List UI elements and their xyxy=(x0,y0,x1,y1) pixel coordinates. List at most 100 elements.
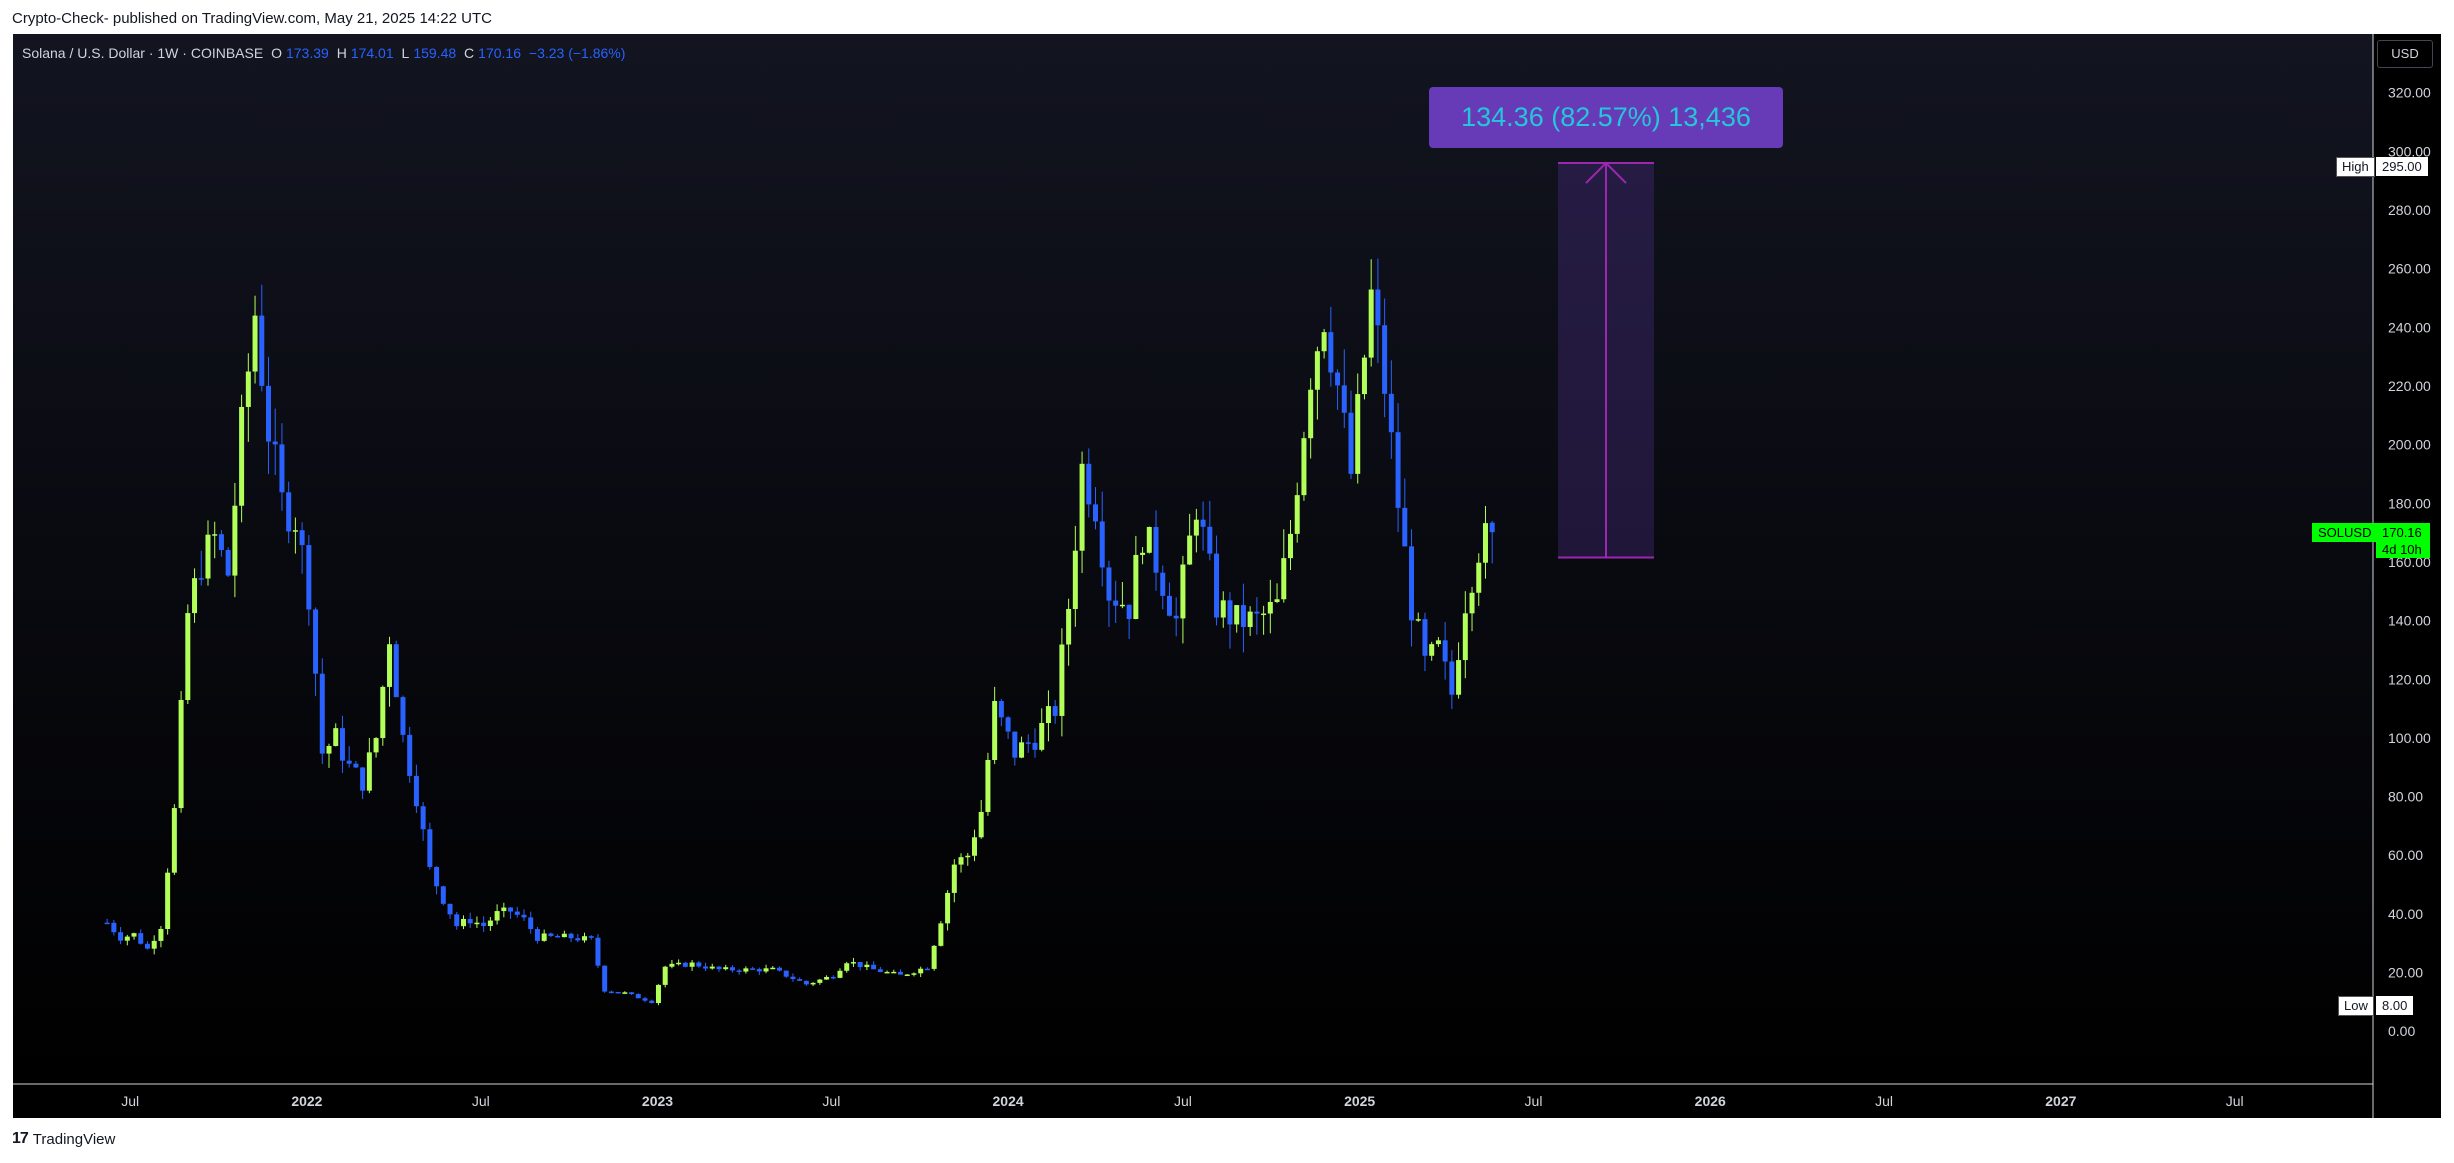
candle-body xyxy=(837,970,843,978)
candle-body xyxy=(978,811,984,838)
candle-body xyxy=(992,700,998,760)
candle-body xyxy=(306,545,312,610)
price-tick-label: 60.00 xyxy=(2388,847,2423,863)
bar-countdown-tag: 4d 10h xyxy=(2376,541,2430,558)
candle-body xyxy=(474,922,480,925)
candle-body xyxy=(111,922,117,933)
candle-body xyxy=(1409,546,1415,621)
candle-body xyxy=(1261,613,1267,616)
close-label: C xyxy=(464,45,475,61)
chart-background xyxy=(13,34,2373,1084)
candle-body xyxy=(1476,562,1482,593)
change-value: −3.23 (−1.86%) xyxy=(528,45,626,61)
candle-body xyxy=(1207,526,1213,554)
chart-area[interactable]: 0.00 20.00 40.00 60.00 80.00 100.00 120.00 140.… xyxy=(13,34,2441,1118)
candle-body xyxy=(1341,385,1347,413)
candle-body xyxy=(259,315,265,386)
time-tick-label: Jul xyxy=(2226,1093,2244,1109)
candle-body xyxy=(252,315,258,372)
candle-body xyxy=(555,935,561,938)
candle-body xyxy=(1281,558,1287,600)
price-tick-label: 220.00 xyxy=(2388,378,2431,394)
candle-body xyxy=(165,872,171,929)
candle-body xyxy=(709,966,715,969)
chart-canvas[interactable]: 0.00 20.00 40.00 60.00 80.00 100.00 120.00 140.… xyxy=(13,34,2441,1118)
price-axis-background xyxy=(2373,34,2441,1118)
candle-body xyxy=(938,923,944,946)
candle-body xyxy=(286,492,292,532)
candle-body xyxy=(487,920,493,926)
open-value: 173.39 xyxy=(285,45,329,61)
candle-body xyxy=(1220,600,1226,618)
candle-body xyxy=(682,962,688,967)
candle-body xyxy=(871,964,877,970)
candle-body xyxy=(380,686,386,739)
tradingview-logo-icon[interactable]: 17 xyxy=(12,1130,29,1147)
candle-body xyxy=(1321,332,1327,352)
candle-body xyxy=(1247,611,1253,627)
candle-body xyxy=(514,911,520,915)
candle-body xyxy=(783,970,789,977)
candle-body xyxy=(1368,289,1374,358)
price-tick-label: 20.00 xyxy=(2388,965,2423,981)
time-tick-label: 2027 xyxy=(2045,1093,2076,1109)
currency-button[interactable]: USD xyxy=(2377,40,2433,68)
candle-body xyxy=(1335,372,1341,386)
time-tick-label: 2022 xyxy=(291,1093,322,1109)
publish-info: Crypto-Check- published on TradingView.c… xyxy=(12,10,492,27)
candle-body xyxy=(1388,393,1394,433)
brand-name[interactable]: TradingView xyxy=(32,1130,116,1148)
candle-body xyxy=(595,937,601,966)
candle-body xyxy=(387,644,393,687)
measure-layer xyxy=(1558,161,1654,559)
candle-body xyxy=(407,734,413,776)
candle-body xyxy=(218,534,224,550)
candle-body xyxy=(1126,604,1132,620)
time-tick-label: 2026 xyxy=(1695,1093,1726,1109)
measure-arrow-icon xyxy=(1585,161,1627,184)
time-tick-label: 2023 xyxy=(642,1093,673,1109)
candle-body xyxy=(797,979,803,981)
candle-body xyxy=(1066,608,1072,645)
price-tick-label: 140.00 xyxy=(2388,613,2431,629)
candle-body xyxy=(1200,519,1206,527)
candle-body xyxy=(1402,507,1408,547)
candle-body xyxy=(958,857,964,865)
candle-body xyxy=(360,767,366,791)
candle-body xyxy=(1274,599,1280,602)
measure-label[interactable]: 134.36 (82.57%) 13,436 xyxy=(1429,87,1783,148)
time-axis-ticks: Jul 2022 Jul 2023 Jul 2024 Jul 2025 Jul 2026 Jul 20… xyxy=(121,1093,2243,1109)
candle-body xyxy=(1214,553,1220,618)
candle-body xyxy=(508,907,514,912)
symbol-title[interactable]: Solana / U.S. Dollar · 1W · COINBASE xyxy=(22,45,264,61)
candle-body xyxy=(824,976,830,980)
candle-body xyxy=(1308,389,1314,439)
candle-body xyxy=(346,760,352,764)
high-tag-label: High xyxy=(2336,157,2375,177)
candle-body xyxy=(1375,289,1381,326)
candle-body xyxy=(736,970,742,972)
candle-body xyxy=(151,940,157,949)
candle-body xyxy=(904,974,910,977)
ohlc-legend: Solana / U.S. Dollar · 1W · COINBASE O 17… xyxy=(22,45,629,61)
candle-body xyxy=(1382,325,1388,394)
candle-body xyxy=(1086,463,1092,505)
price-tick-label: 240.00 xyxy=(2388,319,2431,335)
candle-body xyxy=(118,932,124,941)
candle-body xyxy=(1173,615,1179,619)
candle-body xyxy=(1469,592,1475,614)
candle-body xyxy=(810,982,816,985)
candle-body xyxy=(333,728,339,746)
candle-body xyxy=(427,829,433,867)
candle-body xyxy=(1254,611,1260,614)
candle-body xyxy=(931,945,937,969)
candle-body xyxy=(225,549,231,576)
price-tick-label: 120.00 xyxy=(2388,671,2431,687)
candle-body xyxy=(703,966,709,969)
time-tick-label: Jul xyxy=(1875,1093,1893,1109)
candle-body xyxy=(481,922,487,926)
candle-body xyxy=(460,918,466,927)
candle-body xyxy=(1187,535,1193,565)
candle-body xyxy=(1119,604,1125,607)
candle-body xyxy=(192,578,198,614)
